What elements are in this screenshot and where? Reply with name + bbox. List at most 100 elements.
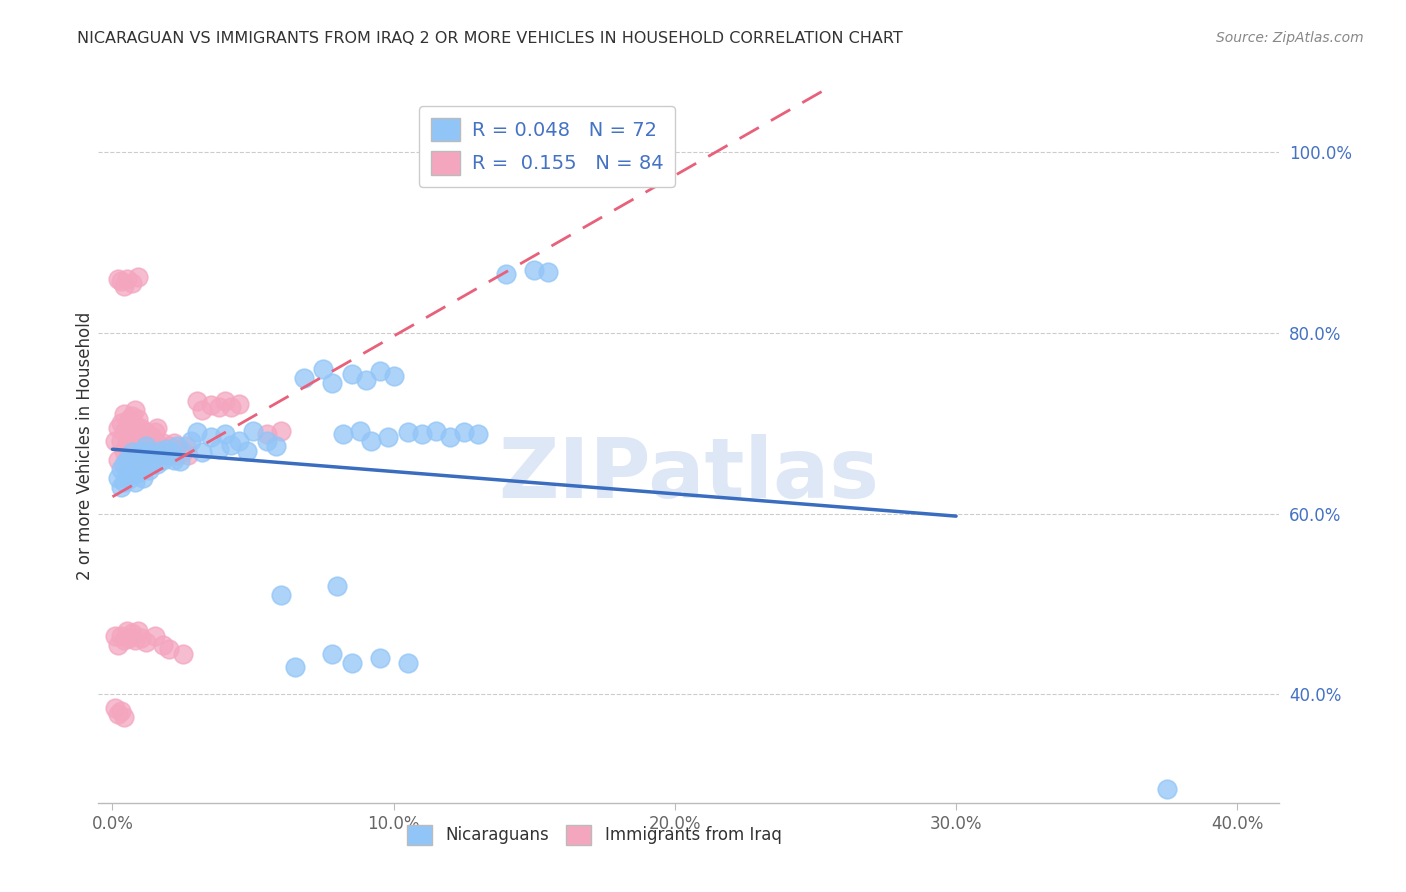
Point xyxy=(124,450,146,465)
Point xyxy=(256,434,278,449)
Point xyxy=(453,425,475,440)
Point xyxy=(107,452,129,467)
Point xyxy=(135,442,157,456)
Point xyxy=(124,402,146,417)
Text: Source: ZipAtlas.com: Source: ZipAtlas.com xyxy=(1216,31,1364,45)
Point xyxy=(467,427,489,442)
Point xyxy=(129,443,152,458)
Point xyxy=(242,424,264,438)
Point xyxy=(200,398,222,412)
Point xyxy=(107,470,129,484)
Point xyxy=(110,417,132,431)
Point xyxy=(127,448,149,462)
Point xyxy=(141,430,163,444)
Point xyxy=(228,396,250,410)
Point xyxy=(180,434,202,449)
Point xyxy=(118,454,141,468)
Point xyxy=(354,373,377,387)
Point xyxy=(523,263,546,277)
Point xyxy=(166,439,188,453)
Point xyxy=(121,409,143,424)
Point xyxy=(349,424,371,438)
Point xyxy=(208,400,231,414)
Point xyxy=(127,412,149,426)
Point xyxy=(110,629,132,643)
Legend: Nicaraguans, Immigrants from Iraq: Nicaraguans, Immigrants from Iraq xyxy=(401,818,789,852)
Point xyxy=(132,430,155,444)
Point xyxy=(127,443,149,458)
Point xyxy=(340,656,363,670)
Point xyxy=(152,638,174,652)
Point xyxy=(141,454,163,468)
Point xyxy=(155,445,177,459)
Point xyxy=(141,445,163,459)
Point xyxy=(172,647,194,661)
Point xyxy=(112,443,135,458)
Point xyxy=(115,452,138,467)
Point xyxy=(166,448,188,462)
Point xyxy=(112,710,135,724)
Point xyxy=(172,445,194,459)
Point xyxy=(115,272,138,286)
Point xyxy=(129,421,152,435)
Point xyxy=(169,454,191,468)
Point xyxy=(292,371,315,385)
Point xyxy=(270,424,292,438)
Point xyxy=(214,427,236,442)
Point xyxy=(177,448,200,462)
Point xyxy=(104,629,127,643)
Point xyxy=(396,656,419,670)
Point xyxy=(127,624,149,639)
Text: NICARAGUAN VS IMMIGRANTS FROM IRAQ 2 OR MORE VEHICLES IN HOUSEHOLD CORRELATION C: NICARAGUAN VS IMMIGRANTS FROM IRAQ 2 OR … xyxy=(77,31,903,46)
Point xyxy=(236,443,259,458)
Point xyxy=(129,461,152,475)
Point xyxy=(110,434,132,449)
Point xyxy=(284,660,307,674)
Point xyxy=(132,470,155,484)
Point xyxy=(135,439,157,453)
Point xyxy=(118,472,141,486)
Point xyxy=(340,367,363,381)
Point xyxy=(118,430,141,444)
Point xyxy=(191,445,214,459)
Point xyxy=(104,701,127,715)
Point xyxy=(264,439,287,453)
Point xyxy=(163,436,186,450)
Point xyxy=(107,421,129,435)
Point xyxy=(121,439,143,453)
Point xyxy=(214,393,236,408)
Point xyxy=(537,265,560,279)
Point xyxy=(149,443,172,458)
Point xyxy=(135,425,157,440)
Point xyxy=(143,425,166,440)
Point xyxy=(104,434,127,449)
Point xyxy=(321,647,343,661)
Point xyxy=(143,629,166,643)
Y-axis label: 2 or more Vehicles in Household: 2 or more Vehicles in Household xyxy=(76,312,94,580)
Point xyxy=(256,427,278,442)
Point xyxy=(377,430,399,444)
Point xyxy=(439,430,461,444)
Point xyxy=(110,274,132,288)
Point xyxy=(425,424,447,438)
Point xyxy=(326,579,349,593)
Point xyxy=(107,707,129,722)
Point xyxy=(112,457,135,471)
Point xyxy=(1156,782,1178,797)
Point xyxy=(149,448,172,462)
Point xyxy=(124,418,146,433)
Point xyxy=(124,434,146,449)
Point xyxy=(191,402,214,417)
Point xyxy=(270,588,292,602)
Point xyxy=(157,642,180,657)
Point xyxy=(115,436,138,450)
Point xyxy=(127,466,149,480)
Point xyxy=(152,436,174,450)
Point xyxy=(163,452,186,467)
Point xyxy=(124,457,146,471)
Point xyxy=(118,632,141,646)
Point xyxy=(219,438,242,452)
Point xyxy=(219,400,242,414)
Point xyxy=(107,638,129,652)
Point xyxy=(186,393,208,408)
